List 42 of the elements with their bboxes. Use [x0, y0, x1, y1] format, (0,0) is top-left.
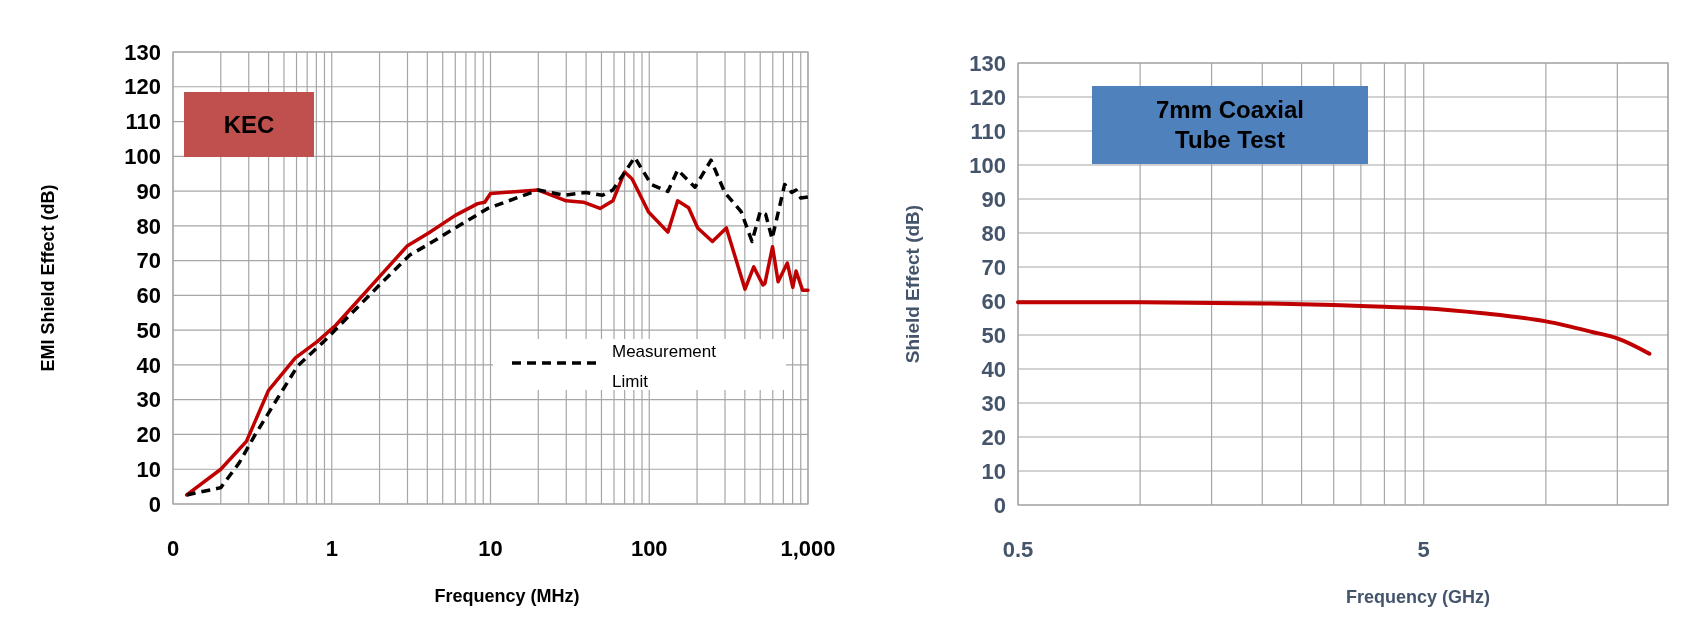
y-tick-label: 30 [136, 387, 161, 413]
x-tick-label: 10 [478, 535, 503, 561]
y-tick-label: 60 [136, 283, 161, 309]
y-tick-label: 130 [969, 50, 1006, 76]
y-axis-title: EMI Shield Effect (dB) [38, 184, 59, 372]
annotation: 7mm Coaxial Tube Test [1155, 96, 1305, 154]
y-tick-label: 90 [136, 178, 161, 204]
y-tick-label: 40 [981, 356, 1006, 382]
y-tick-label: 20 [981, 424, 1006, 450]
x-tick-label: 5 [1417, 536, 1430, 562]
y-tick-label: 80 [981, 220, 1006, 246]
x-tick-label: 1,000 [780, 535, 836, 561]
legend-label: Measurement Limit [612, 341, 717, 391]
y-tick-label: 50 [981, 322, 1006, 348]
y-tick-label: 20 [136, 422, 161, 448]
y-tick-label: 10 [981, 458, 1006, 484]
x-tick-label: 1 [325, 535, 338, 561]
x-tick-label: 100 [630, 535, 668, 561]
y-tick-label: 110 [125, 109, 161, 135]
y-tick-label: 80 [136, 213, 161, 239]
y-tick-label: 50 [136, 317, 161, 343]
annotation: KEC [223, 110, 275, 138]
x-tick-label: 0 [166, 535, 180, 561]
y-tick-label: 90 [981, 186, 1006, 212]
y-tick-label: 100 [969, 152, 1006, 178]
y-tick-label: 130 [124, 39, 161, 65]
y-tick-label: 120 [124, 74, 161, 100]
x-axis-title: Frequency (MHz) [434, 586, 580, 607]
y-tick-label: 30 [981, 390, 1006, 416]
y-tick-label: 60 [981, 288, 1006, 314]
y-tick-label: 70 [981, 254, 1006, 280]
y-tick-label: 100 [124, 144, 161, 170]
y-tick-label: 0 [993, 492, 1006, 518]
y-tick-label: 70 [136, 248, 161, 274]
x-axis-title: Frequency (GHz) [1345, 587, 1491, 608]
y-axis-title: Shield Effect (dB) [901, 204, 923, 364]
y-tick-label: 110 [970, 118, 1006, 144]
y-tick-label: 120 [969, 84, 1006, 110]
y-tick-label: 0 [148, 491, 161, 517]
y-tick-label: 10 [136, 456, 161, 482]
y-tick-label: 40 [136, 352, 161, 378]
x-tick-label: 0.5 [1002, 536, 1034, 562]
